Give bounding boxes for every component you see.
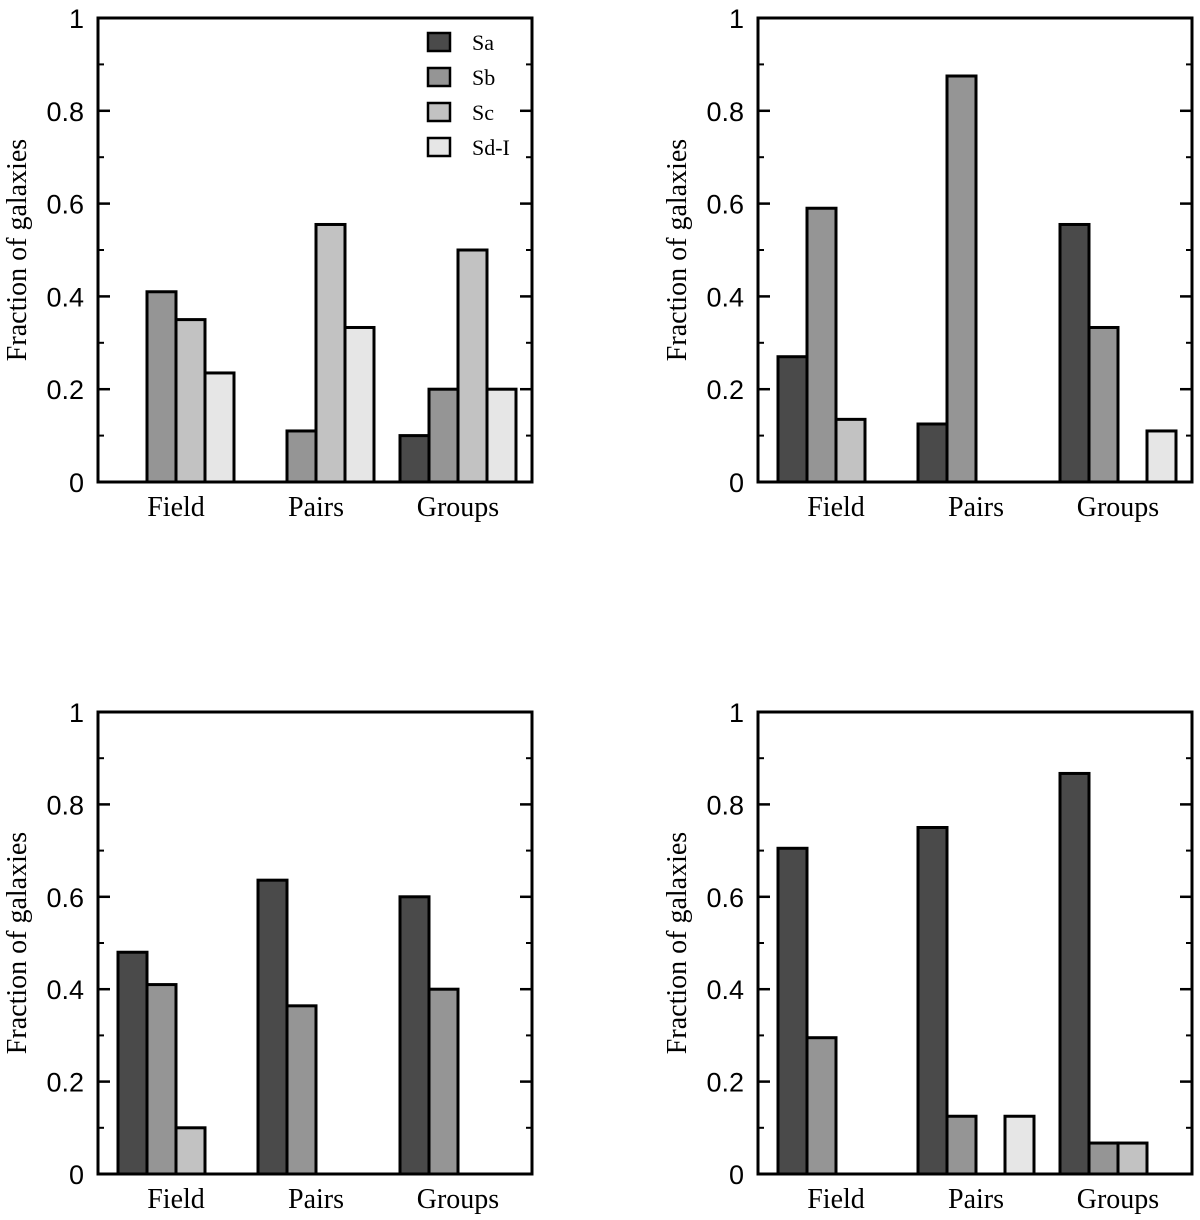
- bar-sb-groups: [427, 387, 460, 484]
- bar-sc-field: [174, 1126, 207, 1176]
- bar-sa-pairs: [256, 878, 289, 1176]
- x-category-label: Pairs: [948, 492, 1004, 523]
- bar-sc-field: [834, 417, 867, 484]
- x-category-label: Field: [147, 1184, 205, 1215]
- bar-sb-field: [805, 1036, 838, 1176]
- bar-sb-field: [145, 290, 178, 484]
- y-tick-label: 0.4: [706, 975, 744, 1005]
- bar-sd-i-pairs: [1003, 1114, 1036, 1176]
- bar-sc-pairs: [314, 222, 347, 484]
- legend-swatch-sc: [426, 101, 452, 123]
- bar-sb-groups: [1087, 325, 1120, 484]
- y-tick-label: 0.6: [706, 883, 744, 913]
- bar-sb-groups: [1087, 1141, 1120, 1176]
- x-category-label: Pairs: [948, 1184, 1004, 1215]
- y-tick-label: 0.8: [46, 790, 84, 820]
- x-category-label: Pairs: [288, 492, 344, 523]
- chart-panel-top-right: 0 0.2 0.4 0.6 0.8 1 Field Pairs Groups Fraction o…: [662, 4, 1194, 523]
- y-tick-label: 0.6: [46, 190, 84, 220]
- y-tick-label: 1: [729, 698, 744, 728]
- y-tick-label: 0.6: [706, 190, 744, 220]
- bar-sa-groups: [398, 895, 431, 1176]
- bar-sa-groups: [398, 434, 431, 484]
- legend-label: Sa: [472, 30, 494, 55]
- y-tick-label: 0.4: [46, 975, 84, 1005]
- legend: Sa Sb Sc Sd-I: [426, 30, 510, 160]
- y-tick-label: 0.6: [46, 883, 84, 913]
- y-tick-label: 0: [69, 468, 84, 498]
- x-category-label: Groups: [1077, 1184, 1159, 1215]
- chart-panel-bottom-left: 0 0.2 0.4 0.6 0.8 1 Field Pairs Groups Fraction o…: [2, 698, 534, 1215]
- legend-swatch-sa: [426, 31, 452, 53]
- bar-sd-i-groups: [1145, 429, 1178, 484]
- x-category-label: Field: [807, 1184, 865, 1215]
- x-category-label: Field: [807, 492, 865, 523]
- bar-sb-pairs: [285, 1004, 318, 1176]
- legend-label: Sb: [472, 65, 495, 90]
- y-axis-title: Fraction of galaxies: [662, 139, 693, 361]
- y-axis-title: Fraction of galaxies: [662, 832, 693, 1054]
- legend-label: Sd-I: [472, 135, 510, 160]
- bar-sd-i-pairs: [343, 325, 376, 484]
- bar-sb-pairs: [945, 74, 978, 484]
- y-tick-label: 0: [69, 1160, 84, 1190]
- x-category-label: Pairs: [288, 1184, 344, 1215]
- bar-sb-field: [805, 206, 838, 484]
- y-tick-label: 0.2: [706, 1068, 744, 1098]
- bar-sd-i-groups: [485, 387, 518, 484]
- y-tick-label: 0.4: [706, 282, 744, 312]
- bar-sb-groups: [427, 987, 460, 1176]
- x-category-label: Groups: [417, 1184, 499, 1215]
- y-tick-label: 1: [729, 4, 744, 34]
- y-tick-label: 0: [729, 468, 744, 498]
- bar-sc-groups: [456, 248, 489, 484]
- bar-sc-groups: [1116, 1141, 1149, 1176]
- chart-panel-bottom-right: 0 0.2 0.4 0.6 0.8 1 Field Pairs Groups Fraction o…: [662, 698, 1194, 1215]
- bar-sb-pairs: [285, 429, 318, 484]
- legend-swatch-sd-i: [426, 136, 452, 158]
- bar-sa-field: [776, 355, 809, 484]
- x-category-label: Groups: [417, 492, 499, 523]
- y-tick-label: 1: [69, 698, 84, 728]
- bar-sb-field: [145, 983, 178, 1176]
- legend-swatch-sb: [426, 66, 452, 88]
- y-tick-label: 0.4: [46, 282, 84, 312]
- y-axis-title: Fraction of galaxies: [2, 832, 33, 1054]
- y-tick-label: 0.2: [706, 375, 744, 405]
- y-tick-label: 0.2: [46, 1068, 84, 1098]
- y-tick-label: 0.8: [706, 97, 744, 127]
- y-axis-title: Fraction of galaxies: [2, 139, 33, 361]
- bar-sa-field: [116, 950, 149, 1176]
- y-tick-label: 1: [69, 4, 84, 34]
- bar-sa-pairs: [916, 422, 949, 484]
- x-category-label: Groups: [1077, 492, 1159, 523]
- bar-sa-field: [776, 846, 809, 1176]
- bar-sd-i-field: [203, 371, 236, 484]
- legend-label: Sc: [472, 100, 494, 125]
- bar-sa-groups: [1058, 222, 1091, 484]
- bar-sa-groups: [1058, 771, 1091, 1176]
- y-tick-label: 0.8: [46, 97, 84, 127]
- bar-sc-field: [174, 318, 207, 484]
- bar-sb-pairs: [945, 1114, 978, 1176]
- x-category-label: Field: [147, 492, 205, 523]
- bar-sa-pairs: [916, 826, 949, 1176]
- y-tick-label: 0.8: [706, 790, 744, 820]
- y-tick-label: 0: [729, 1160, 744, 1190]
- chart-panel-top-left: 0 0.2 0.4 0.6 0.8 1 Field Pairs Groups Fraction o…: [2, 4, 534, 523]
- y-tick-label: 0.2: [46, 375, 84, 405]
